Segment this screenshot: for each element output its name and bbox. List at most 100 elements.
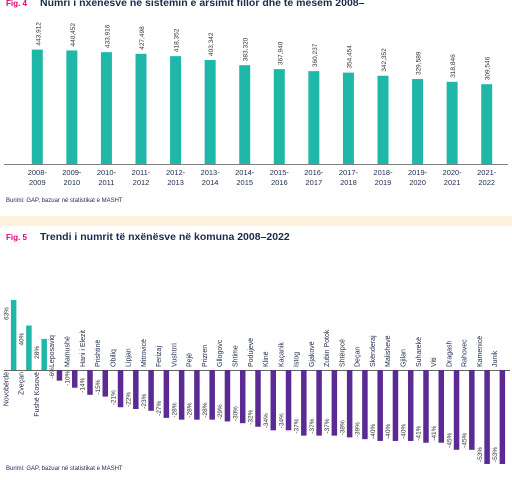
fig5-value-label: 40%	[19, 332, 26, 345]
fig5-category-label: Kamenicë	[477, 336, 484, 367]
fig5-category-label: Deçan	[355, 347, 362, 367]
fig5-category-label: Malishevë	[385, 335, 392, 367]
fig4-bar	[308, 71, 320, 164]
fig5-source: Burimi: GAP, bazuar në statistikat e MAS…	[6, 466, 123, 472]
fig4-category-label: 2008-	[28, 168, 48, 177]
fig5-bar	[178, 370, 185, 420]
fig5-bar	[239, 370, 246, 424]
fig5-value-label: -34%	[263, 413, 270, 428]
fig5-bar	[26, 325, 32, 370]
fig5-bar	[209, 370, 215, 420]
fig5-category-label: Skënderaj	[370, 335, 377, 367]
fig5-value-label: -38%	[339, 420, 346, 435]
fig5-category-label: Viti	[431, 357, 438, 367]
fig4-category-label-line2: 2018	[340, 178, 357, 187]
fig5-value-label: -41%	[431, 425, 438, 440]
fig4-category-label: 2020-	[443, 168, 463, 177]
fig4-category-label-line2: 2020	[409, 178, 426, 187]
fig5-category-label: Prishtinë	[95, 340, 102, 367]
fig5-bar	[194, 370, 200, 420]
fig5-bar	[41, 338, 47, 370]
fig5-bar	[10, 300, 17, 370]
fig5-value-label: -30%	[232, 406, 239, 421]
fig5-category-label: Lipjan	[126, 348, 133, 367]
fig5-category-label: Leposaviq	[49, 335, 56, 367]
fig5-category-label: Junik	[492, 350, 499, 367]
fig4-bar	[204, 60, 216, 164]
fig5-bar	[453, 370, 460, 450]
fig4-value-label: 360,237	[312, 43, 319, 67]
fig4-category-label: 2021-	[477, 168, 497, 177]
fig4-category-label: 2011-	[132, 168, 151, 177]
fig4-category-label: 2014-	[235, 168, 255, 177]
fig5-value-label: -22%	[126, 392, 133, 407]
fig4-category-label: 2015-	[270, 168, 290, 177]
fig5-category-label: Ferizaj	[156, 346, 163, 367]
fig4-category-label: 2019-	[408, 168, 428, 177]
fig5-category-label: Zubin Potok	[324, 329, 331, 367]
fig5-bar	[392, 370, 399, 441]
fig5-bar	[255, 370, 261, 427]
fig5-bar	[71, 370, 78, 388]
fig5-value-label: -27%	[156, 400, 163, 415]
fig5-category-label: Shtime	[232, 345, 239, 367]
fig4-bar	[135, 53, 147, 164]
fig5-bar	[362, 370, 368, 440]
fig4-value-label: 383,320	[243, 37, 250, 61]
fig5-value-label: -15%	[95, 379, 102, 394]
fig4-category-label: 2016-	[304, 168, 324, 177]
fig5-category-label: Suharekë	[416, 337, 423, 367]
fig4-bar	[273, 69, 285, 164]
fig5-value-label: -45%	[462, 432, 469, 447]
fig4-category-label: 2012-	[166, 168, 186, 177]
fig4-category-label: 2009-	[62, 168, 82, 177]
fig5-bar	[301, 370, 307, 436]
fig4-category-label-line2: 2017	[306, 178, 323, 187]
fig5-bar	[133, 370, 139, 410]
fig4-bar	[66, 50, 78, 165]
fig5-bar	[377, 370, 383, 441]
fig4-value-label: 443,912	[35, 22, 42, 46]
fig4-value-label: 403,342	[208, 32, 215, 56]
fig5-category-label: Gjilan	[400, 349, 407, 367]
fig5-category-label: Mitrovicë	[141, 339, 148, 367]
fig5-bar	[469, 370, 475, 450]
fig4-category-label: 2017-	[339, 168, 359, 177]
fig5-value-label: -6%	[49, 367, 56, 379]
fig5-category-label: Podujevë	[248, 338, 255, 367]
fig4-category-label-line2: 2019	[375, 178, 392, 187]
fig5-category-label: Mamushë	[64, 336, 71, 367]
fig5-bar	[56, 370, 63, 381]
fig4-value-label: 418,352	[174, 28, 181, 52]
fig4-bar	[170, 56, 182, 164]
fig5-value-label: -37%	[294, 418, 301, 433]
fig5-bar	[484, 370, 490, 464]
fig5-value-label: -21%	[110, 390, 117, 405]
fig5-value-label: 28%	[34, 346, 41, 359]
fig4-category-label: 2013-	[201, 168, 221, 177]
fig5-category-label: Zveçan	[19, 372, 26, 395]
fig5-bar	[285, 370, 292, 431]
fig5-value-label: 63%	[3, 307, 10, 320]
fig4-category-label-line2: 2010	[64, 178, 81, 187]
fig4-bar	[342, 72, 354, 164]
fig4-source: Burimi: GAP, bazuar në statistikat e MAS…	[6, 198, 123, 204]
fig4-bar	[377, 75, 389, 164]
fig5-value-label: -37%	[324, 418, 331, 433]
fig5-bar	[346, 370, 353, 438]
fig5-bar	[270, 370, 277, 431]
fig5-bar	[163, 370, 170, 418]
fig5-category-label: Dragash	[446, 340, 453, 367]
fig5-value-label: -28%	[171, 402, 178, 417]
fig4-category-label-line2: 2009	[29, 178, 46, 187]
fig5-title: Trendi i numrit të nxënësve në komuna 20…	[40, 231, 290, 243]
fig4-value-label: 329,589	[416, 51, 423, 75]
fig4-category-label-line2: 2012	[133, 178, 150, 187]
fig4-label: Fig. 4	[6, 0, 27, 8]
fig5-bar	[407, 370, 414, 441]
fig4-value-label: 367,940	[277, 41, 284, 65]
fig5-bar	[148, 370, 154, 411]
fig4-category-label-line2: 2016	[271, 178, 288, 187]
fig5-category-label: Istog	[294, 352, 301, 367]
